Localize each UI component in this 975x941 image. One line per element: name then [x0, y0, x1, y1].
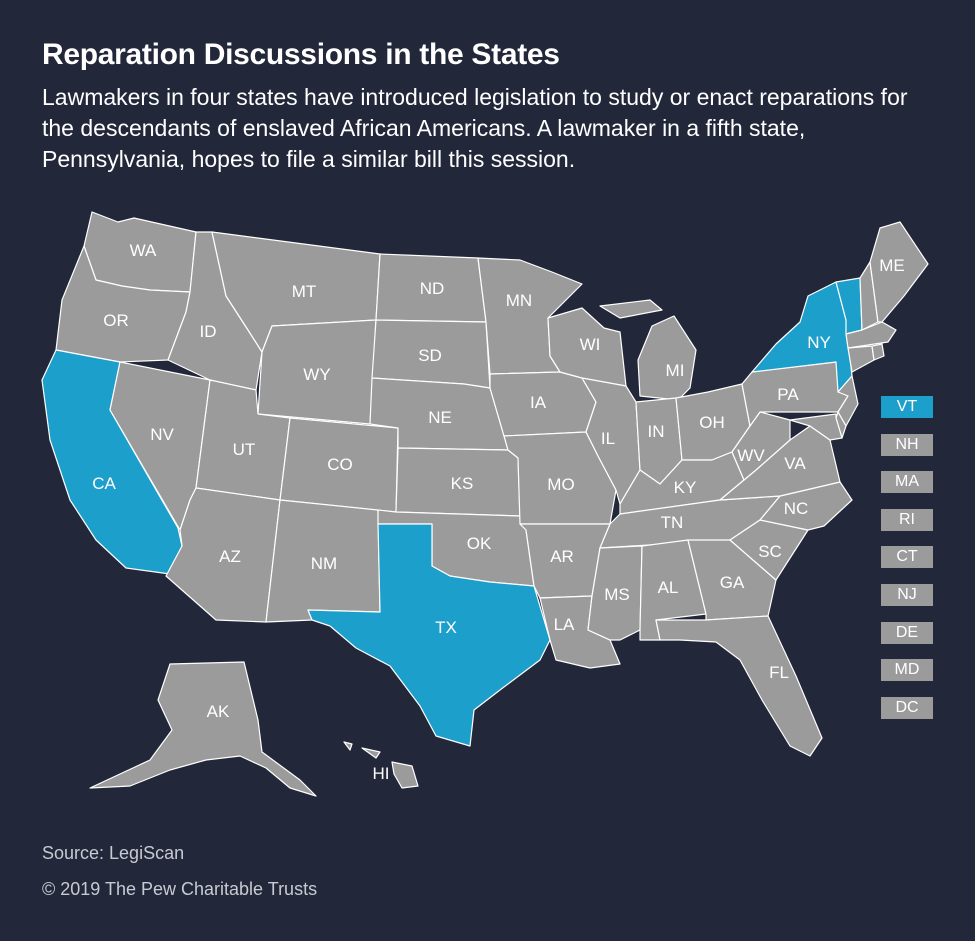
state-CT — [847, 345, 875, 373]
legend-box-MA: MA — [881, 471, 933, 494]
state-label-ND: ND — [420, 279, 445, 298]
state-label-ID: ID — [200, 322, 217, 341]
state-label-WA: WA — [130, 241, 157, 260]
legend-box-VT: VT — [881, 396, 933, 418]
state-label-TN: TN — [661, 513, 684, 532]
state-label-SD: SD — [418, 346, 442, 365]
state-ME — [869, 221, 929, 323]
legend-box-RI: RI — [881, 508, 933, 531]
state-label-PA: PA — [777, 385, 799, 404]
state-label-CA: CA — [92, 474, 116, 493]
state-label-VA: VA — [784, 454, 806, 473]
state-label-KY: KY — [674, 478, 697, 497]
state-AK — [89, 661, 317, 797]
state-label-NY: NY — [807, 333, 831, 352]
state-TX — [307, 523, 551, 747]
legend-box-NJ: NJ — [881, 583, 933, 606]
state-RI — [871, 343, 885, 361]
state-HI — [343, 741, 419, 789]
source-note: Source: LegiScan — [42, 843, 185, 863]
state-label-ME: ME — [879, 256, 905, 275]
state-label-MS: MS — [604, 585, 630, 604]
state-label-AK: AK — [207, 702, 230, 721]
state-label-UT: UT — [233, 440, 256, 459]
state-label-IL: IL — [601, 429, 615, 448]
state-label-OR: OR — [103, 311, 129, 330]
state-label-NC: NC — [784, 499, 809, 518]
state-label-FL: FL — [769, 663, 789, 682]
state-label-MT: MT — [292, 282, 317, 301]
state-label-OK: OK — [467, 534, 492, 553]
legend-box-DC: DC — [881, 696, 933, 719]
state-label-IA: IA — [530, 393, 547, 412]
legend-box-NH: NH — [881, 433, 933, 456]
state-IL — [581, 377, 641, 505]
state-label-NV: NV — [150, 425, 174, 444]
state-label-TX: TX — [435, 618, 457, 637]
state-label-AL: AL — [658, 578, 679, 597]
map-title: Reparation Discussions in the States — [42, 38, 560, 71]
state-label-SC: SC — [758, 542, 782, 561]
legend-box-DE: DE — [881, 621, 933, 644]
state-label-GA: GA — [720, 573, 745, 592]
state-label-MN: MN — [506, 291, 532, 310]
state-label-CO: CO — [327, 455, 353, 474]
state-label-AZ: AZ — [219, 547, 241, 566]
state-label-WY: WY — [303, 365, 330, 384]
map-subtitle: Lawmakers in four states have introduced… — [42, 84, 908, 172]
state-label-WI: WI — [580, 335, 601, 354]
legend-box-MD: MD — [881, 659, 933, 682]
state-label-IN: IN — [648, 422, 665, 441]
state-MD — [789, 413, 843, 441]
state-MI — [599, 299, 697, 401]
small-states-legend: VT NH MA RI CT NJ DE MD DC — [881, 396, 933, 734]
legend-box-CT: CT — [881, 546, 933, 569]
copyright-note: © 2019 The Pew Charitable Trusts — [42, 879, 318, 899]
state-label-LA: LA — [554, 615, 575, 634]
state-label-HI: HI — [373, 764, 390, 783]
state-label-MI: MI — [666, 361, 685, 380]
state-label-WV: WV — [737, 446, 765, 465]
state-label-OH: OH — [699, 413, 725, 432]
state-WY — [257, 319, 377, 425]
state-label-MO: MO — [547, 475, 574, 494]
state-FL — [655, 615, 823, 757]
state-label-NM: NM — [311, 554, 337, 573]
state-label-AR: AR — [550, 547, 574, 566]
state-label-NE: NE — [428, 408, 452, 427]
state-label-KS: KS — [451, 474, 474, 493]
